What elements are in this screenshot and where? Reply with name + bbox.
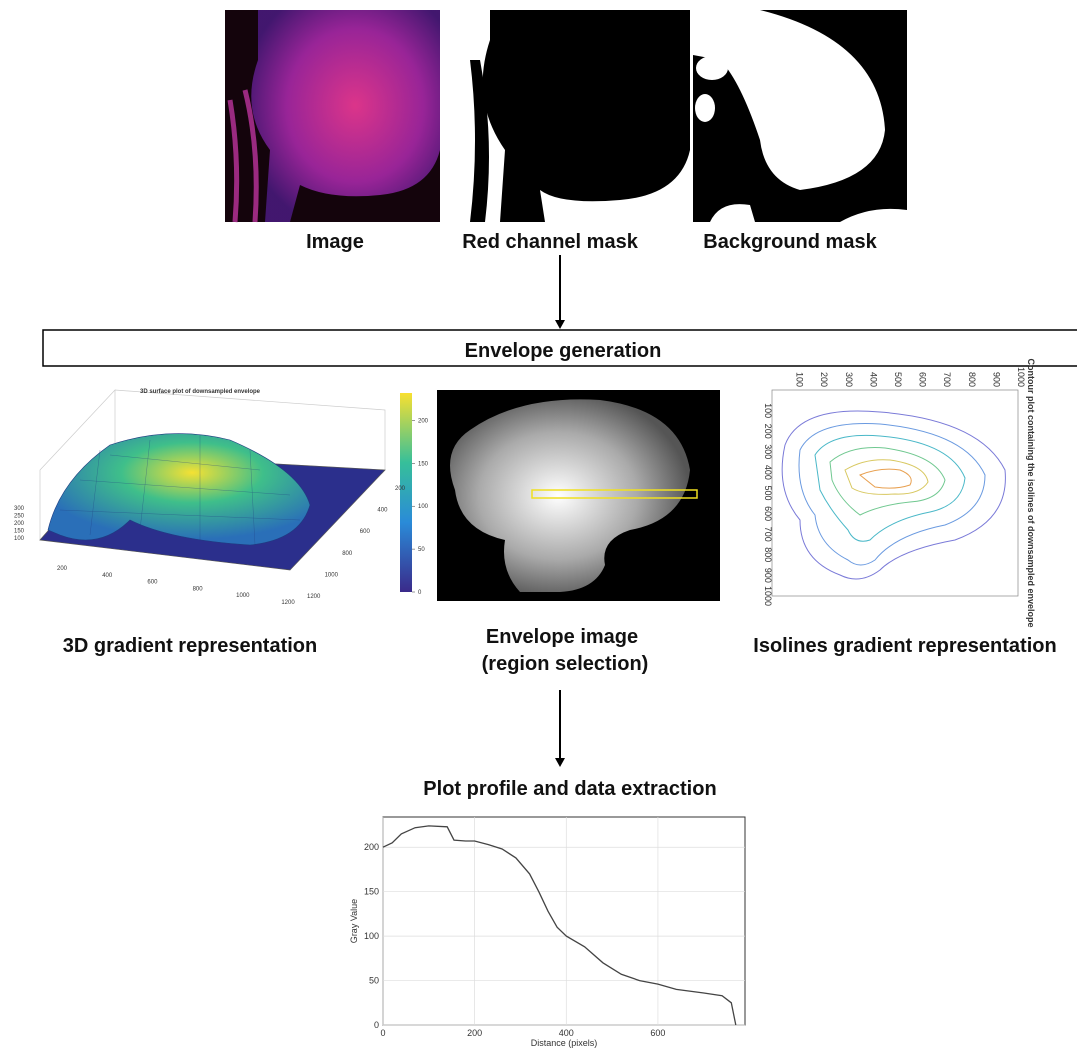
figure: Image Red channel mask Background mask Enve… xyxy=(0,0,1077,1050)
y-tick-label: 100 xyxy=(364,931,379,941)
x-tick-label: 1200 xyxy=(281,600,295,606)
z-tick-label: 200 xyxy=(14,521,25,527)
arrow xyxy=(555,255,565,329)
z-tick-label: 150 xyxy=(14,529,25,535)
caption: Isolines gradient representation xyxy=(753,635,1056,657)
y-tick-label: 800 xyxy=(342,551,353,557)
colorbar-label: 150 xyxy=(418,461,429,467)
plot-title: 3D surface plot of downsampled envelope xyxy=(140,389,261,395)
y-tick-label: 200 xyxy=(395,486,406,492)
z-tick-label: 250 xyxy=(14,514,25,520)
y-tick-label: 400 xyxy=(763,465,773,480)
x-tick-label: 600 xyxy=(650,1028,665,1038)
y-tick-label: 150 xyxy=(364,887,379,897)
x-tick-label: 1000 xyxy=(1016,367,1026,387)
x-tick-label: 700 xyxy=(942,372,952,387)
z-tick-label: 300 xyxy=(14,506,25,512)
y-tick-label: 300 xyxy=(763,444,773,459)
y-tick-label: 1000 xyxy=(763,586,773,606)
colorbar-label: 50 xyxy=(418,547,425,553)
y-axis-label: Gray Value xyxy=(349,899,359,943)
x-tick-label: 600 xyxy=(918,372,928,387)
panel-label: Background mask xyxy=(703,231,877,253)
x-tick-label: 400 xyxy=(868,372,878,387)
colorbar-label: 200 xyxy=(418,418,429,424)
step-label: Plot profile and data extraction xyxy=(423,778,716,800)
x-tick-label: 800 xyxy=(193,586,204,592)
x-tick-label: 800 xyxy=(967,372,977,387)
x-tick-label: 400 xyxy=(102,573,113,579)
profile-plot xyxy=(383,817,745,1025)
panel-label: Image xyxy=(306,231,364,253)
background-mask-panel xyxy=(693,10,907,222)
caption: (region selection) xyxy=(482,653,649,675)
image-panel xyxy=(225,10,440,222)
plot-title: Contour plot containing the isolines of … xyxy=(1026,358,1036,627)
envelope-panel xyxy=(437,390,720,601)
x-tick-label: 600 xyxy=(147,580,158,586)
x-tick-label: 400 xyxy=(559,1028,574,1038)
y-tick-label: 800 xyxy=(763,547,773,562)
x-axis-label: Distance (pixels) xyxy=(531,1038,598,1048)
x-tick-label: 900 xyxy=(991,372,1001,387)
y-tick-label: 1200 xyxy=(307,594,321,600)
y-tick-label: 900 xyxy=(763,568,773,583)
y-tick-label: 100 xyxy=(763,403,773,418)
surface-plot xyxy=(40,390,412,592)
arrow xyxy=(555,690,565,767)
x-tick-label: 300 xyxy=(844,372,854,387)
y-tick-label: 200 xyxy=(364,842,379,852)
x-tick-label: 200 xyxy=(57,566,68,572)
x-tick-label: 200 xyxy=(467,1028,482,1038)
z-tick-label: 100 xyxy=(14,536,25,542)
y-tick-label: 500 xyxy=(763,485,773,500)
y-tick-label: 600 xyxy=(360,529,371,535)
y-tick-label: 200 xyxy=(763,424,773,439)
colorbar-label: 0 xyxy=(418,590,422,596)
red-mask-panel xyxy=(468,10,690,222)
contour-plot xyxy=(772,390,1018,596)
colorbar-label: 100 xyxy=(418,504,429,510)
x-tick-label: 200 xyxy=(819,372,829,387)
y-tick-label: 400 xyxy=(377,508,388,514)
x-tick-label: 100 xyxy=(795,372,805,387)
x-tick-label: 0 xyxy=(380,1028,385,1038)
y-tick-label: 700 xyxy=(763,527,773,542)
x-tick-label: 500 xyxy=(893,372,903,387)
y-tick-label: 600 xyxy=(763,506,773,521)
y-tick-label: 0 xyxy=(374,1020,379,1030)
y-tick-label: 1000 xyxy=(325,572,339,578)
x-tick-label: 1000 xyxy=(236,593,250,599)
y-tick-label: 50 xyxy=(369,976,379,986)
process-label: Envelope generation xyxy=(465,340,662,362)
panel-label: Red channel mask xyxy=(462,231,639,253)
caption: 3D gradient representation xyxy=(63,635,318,657)
caption: Envelope image xyxy=(486,626,638,648)
